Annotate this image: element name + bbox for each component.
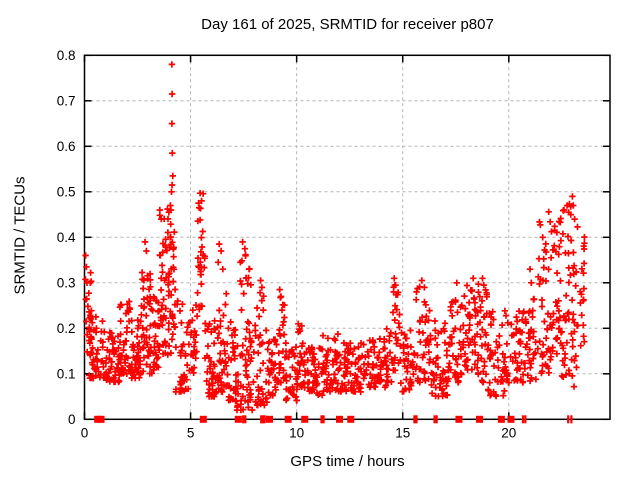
scatter-points	[82, 190, 588, 414]
svg-text:0: 0	[81, 425, 89, 440]
svg-text:20: 20	[501, 425, 516, 440]
svg-text:0.6: 0.6	[57, 139, 76, 154]
svg-text:0.2: 0.2	[57, 321, 76, 336]
x-axis-label: GPS time / hours	[290, 453, 405, 470]
outlier-points	[82, 61, 578, 327]
y-tick-labels: 0 0.1 0.2 0.3 0.4 0.5 0.6 0.7 0.8	[57, 48, 76, 427]
svg-text:0.8: 0.8	[57, 48, 76, 63]
svg-text:5: 5	[187, 425, 195, 440]
svg-text:10: 10	[289, 425, 304, 440]
zero-gap-markers	[94, 415, 573, 424]
chart-title: Day 161 of 2025, SRMTID for receiver p80…	[201, 16, 494, 33]
svg-text:0.1: 0.1	[57, 366, 76, 381]
grid-lines	[84, 55, 610, 420]
svg-text:0.5: 0.5	[57, 184, 76, 199]
svg-text:0.7: 0.7	[57, 93, 76, 108]
svg-text:15: 15	[395, 425, 410, 440]
svg-text:0: 0	[68, 412, 76, 427]
x-tick-labels: 0 5 10 15 20	[81, 425, 517, 440]
svg-text:0.4: 0.4	[57, 230, 76, 245]
svg-text:0.3: 0.3	[57, 275, 76, 290]
